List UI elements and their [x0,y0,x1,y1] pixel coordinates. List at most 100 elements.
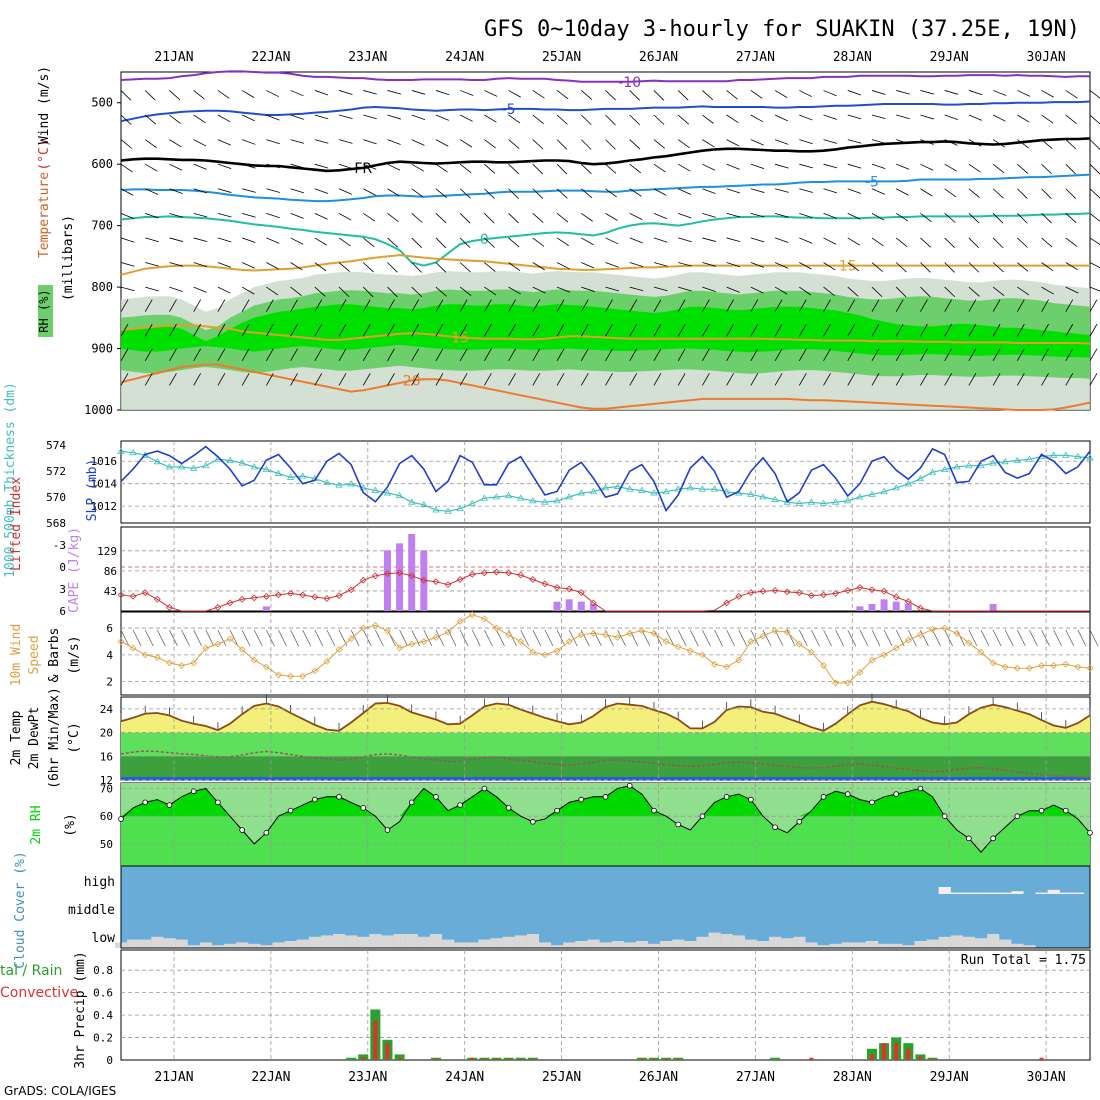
cloud-low-bar [526,934,540,948]
lifted-index-line [120,571,1090,612]
cloud-low-bar [817,945,830,948]
wind-barb-10m [835,629,844,647]
wind-barb [266,139,280,145]
wind-barb [241,139,256,145]
wind-barb [1065,163,1076,175]
wind-barb [314,286,326,297]
wind-barb [338,90,353,95]
wind-barb [387,373,395,386]
wind-barb [605,188,617,198]
wind-barb [653,262,668,267]
precip-tick: 0 [106,1054,113,1067]
thickness-point [613,482,622,489]
thickness-point [323,478,331,486]
wind-barb [629,373,638,386]
wind-barb [992,114,1006,122]
wind-barb [387,348,395,362]
wind-barb [532,373,541,386]
wind-barb [217,90,230,99]
thickness-point [456,504,464,512]
wind-barb [629,139,641,150]
cloud-low-bar [551,945,564,948]
wind-barb [653,323,662,337]
lifted-index-point [117,591,125,599]
rh-point [384,827,391,833]
cloud-low-bar [575,941,588,948]
wind-barb [532,139,544,150]
wind-barb-10m [399,629,408,647]
thickness-ylabel: 1000-500mb Thickness (dm) [3,382,18,578]
wind-barb [580,373,589,386]
thickness-point [395,491,404,499]
cloud-bg [121,866,1090,948]
wind-barb [120,237,135,243]
wind-barb [290,114,305,120]
cloud-low-bar [187,945,200,948]
wind-speed-point [141,651,149,659]
wind-speed-point [275,671,282,679]
date-label-top: 24JAN [445,50,484,65]
thickness-tick: 570 [46,491,66,504]
wind-barb [1065,262,1078,271]
date-label-bottom: 29JAN [930,1070,969,1085]
wind-ylabel-3: & Barbs [47,628,62,683]
wind-barb [556,299,565,312]
wind-barb [532,90,545,99]
wind-barb [193,212,208,218]
lifted-index-point [783,588,791,596]
wind-barb [871,90,886,95]
wind-barb [726,139,740,147]
wind-speed-point [577,631,585,639]
cloud-low-bar [660,941,673,948]
precip-legend-total: tal / Rain [0,963,62,979]
wind-barb [435,90,450,96]
precip-conv-bar [385,1043,390,1060]
wind-speed-point [468,611,476,619]
cloud-low-bar [320,935,334,948]
rh-tick: 60 [100,810,113,823]
wind-barb [823,348,831,362]
cape-bar [553,601,561,611]
thickness-point [165,463,174,470]
wind-barb-10m [181,629,190,647]
wind-barb [871,286,883,298]
wind-barb [169,323,177,337]
temp-tick: 20 [100,727,113,740]
upper-ylabel-rh: RH (%) [37,289,51,332]
wind-speed-point [517,638,525,645]
isotherm-line [120,254,1090,276]
thickness-point [420,501,428,508]
precip-conv-bar [518,1058,523,1060]
wind-barb-10m [411,629,421,647]
precip-panel-frame [120,949,1091,1061]
wind-speed-point [129,644,137,652]
wind-barb [1017,163,1029,174]
rh-legend-swatch [38,285,53,337]
wind-barb [241,237,256,243]
wind-barb [338,299,347,312]
wind-barb [750,237,765,243]
wind-barb [290,163,305,169]
wind-barb [435,237,447,249]
wind-barb [605,299,613,312]
precip-conv-bar [676,1058,681,1060]
wind-barb [411,163,425,172]
thickness-point [577,489,585,496]
wind-barb [459,262,471,273]
wind-barb [266,237,280,244]
cloud-low-bar [793,936,806,948]
wind-barb [1017,90,1031,97]
wind-ylabel-1: 10m Wind [9,624,24,687]
upper-ylabel-temp: Temperature [37,172,52,258]
wind-barb [484,348,492,362]
wind-speed-point [565,638,573,645]
wind-barb [1016,323,1025,337]
precip-conv-bar [664,1058,669,1060]
wind-barb [508,139,520,149]
wind-barb [653,139,666,149]
wind-barb [459,299,468,312]
wind-speed-point [371,621,379,629]
wind-barb-10m [811,629,820,647]
wind-barb [460,90,474,96]
wind-barb [1065,188,1077,199]
